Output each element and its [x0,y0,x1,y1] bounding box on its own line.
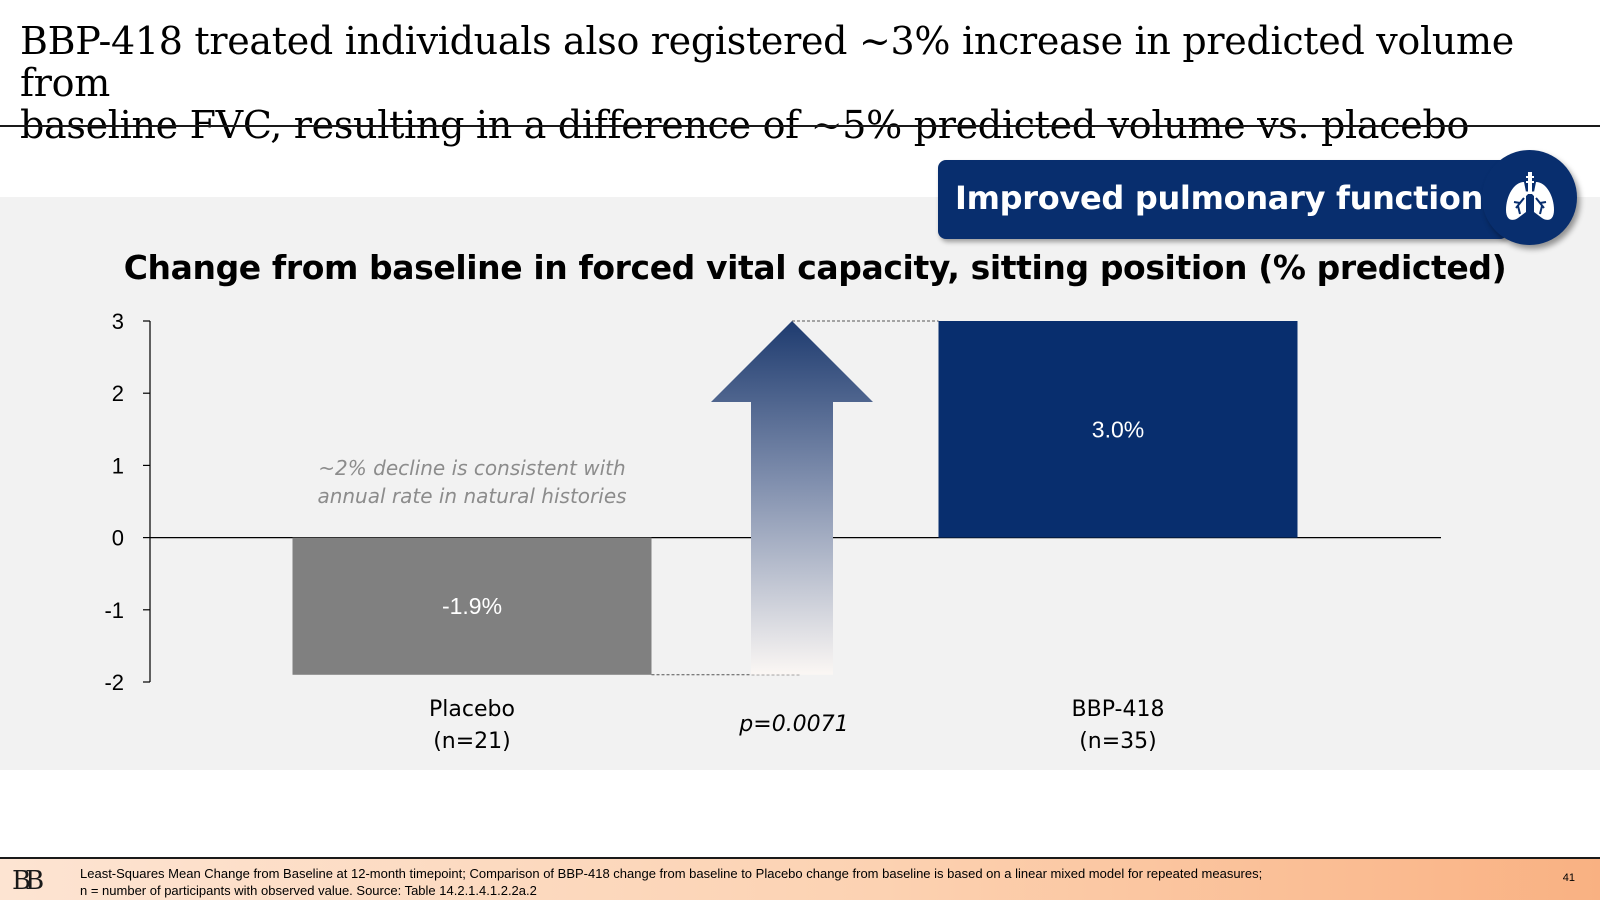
slide-title-line-1: BBP-418 treated individuals also registe… [20,19,1514,105]
footer: BB Least-Squares Mean Change from Baseli… [0,857,1600,900]
y-tick-label: 0 [112,526,124,551]
title-divider [0,125,1600,127]
y-tick-label: 2 [112,381,124,406]
banner-text: Improved pulmonary function [955,179,1484,217]
footnote-line-2: n = number of participants with observed… [80,883,537,898]
lungs-icon [1506,172,1554,220]
page-number: 41 [1562,872,1575,884]
y-tick-label: -1 [104,598,124,623]
bar-placebo [292,537,652,675]
y-tick-label: 3 [112,309,124,334]
y-tick-label: -2 [104,670,124,695]
bar-bbp-418 [938,321,1298,538]
data-label: 3.0% [1092,416,1144,442]
footnote: Least-Squares Mean Change from Baseline … [80,865,1510,899]
pulmonary-function-banner: Improved pulmonary function [938,160,1508,239]
y-tick-label: 1 [112,453,124,478]
x-category-n-label: (n=21) [433,729,511,754]
x-category-label: Placebo [429,697,515,722]
chart-title: Change from baseline in forced vital cap… [123,248,1507,287]
banner-badge [1482,150,1577,245]
footnote-line-1: Least-Squares Mean Change from Baseline … [80,866,1263,881]
company-logo: BB [12,866,44,896]
x-category-label: BBP-418 [1072,697,1165,722]
x-category-n-label: (n=35) [1079,729,1157,754]
p-value-label: p=0.0071 [738,712,848,737]
data-label: -1.9% [442,593,502,619]
annotation-line-2: annual rate in natural histories [317,484,626,508]
difference-arrow [711,321,873,675]
annotation-line-1: ~2% decline is consistent with [318,456,625,480]
